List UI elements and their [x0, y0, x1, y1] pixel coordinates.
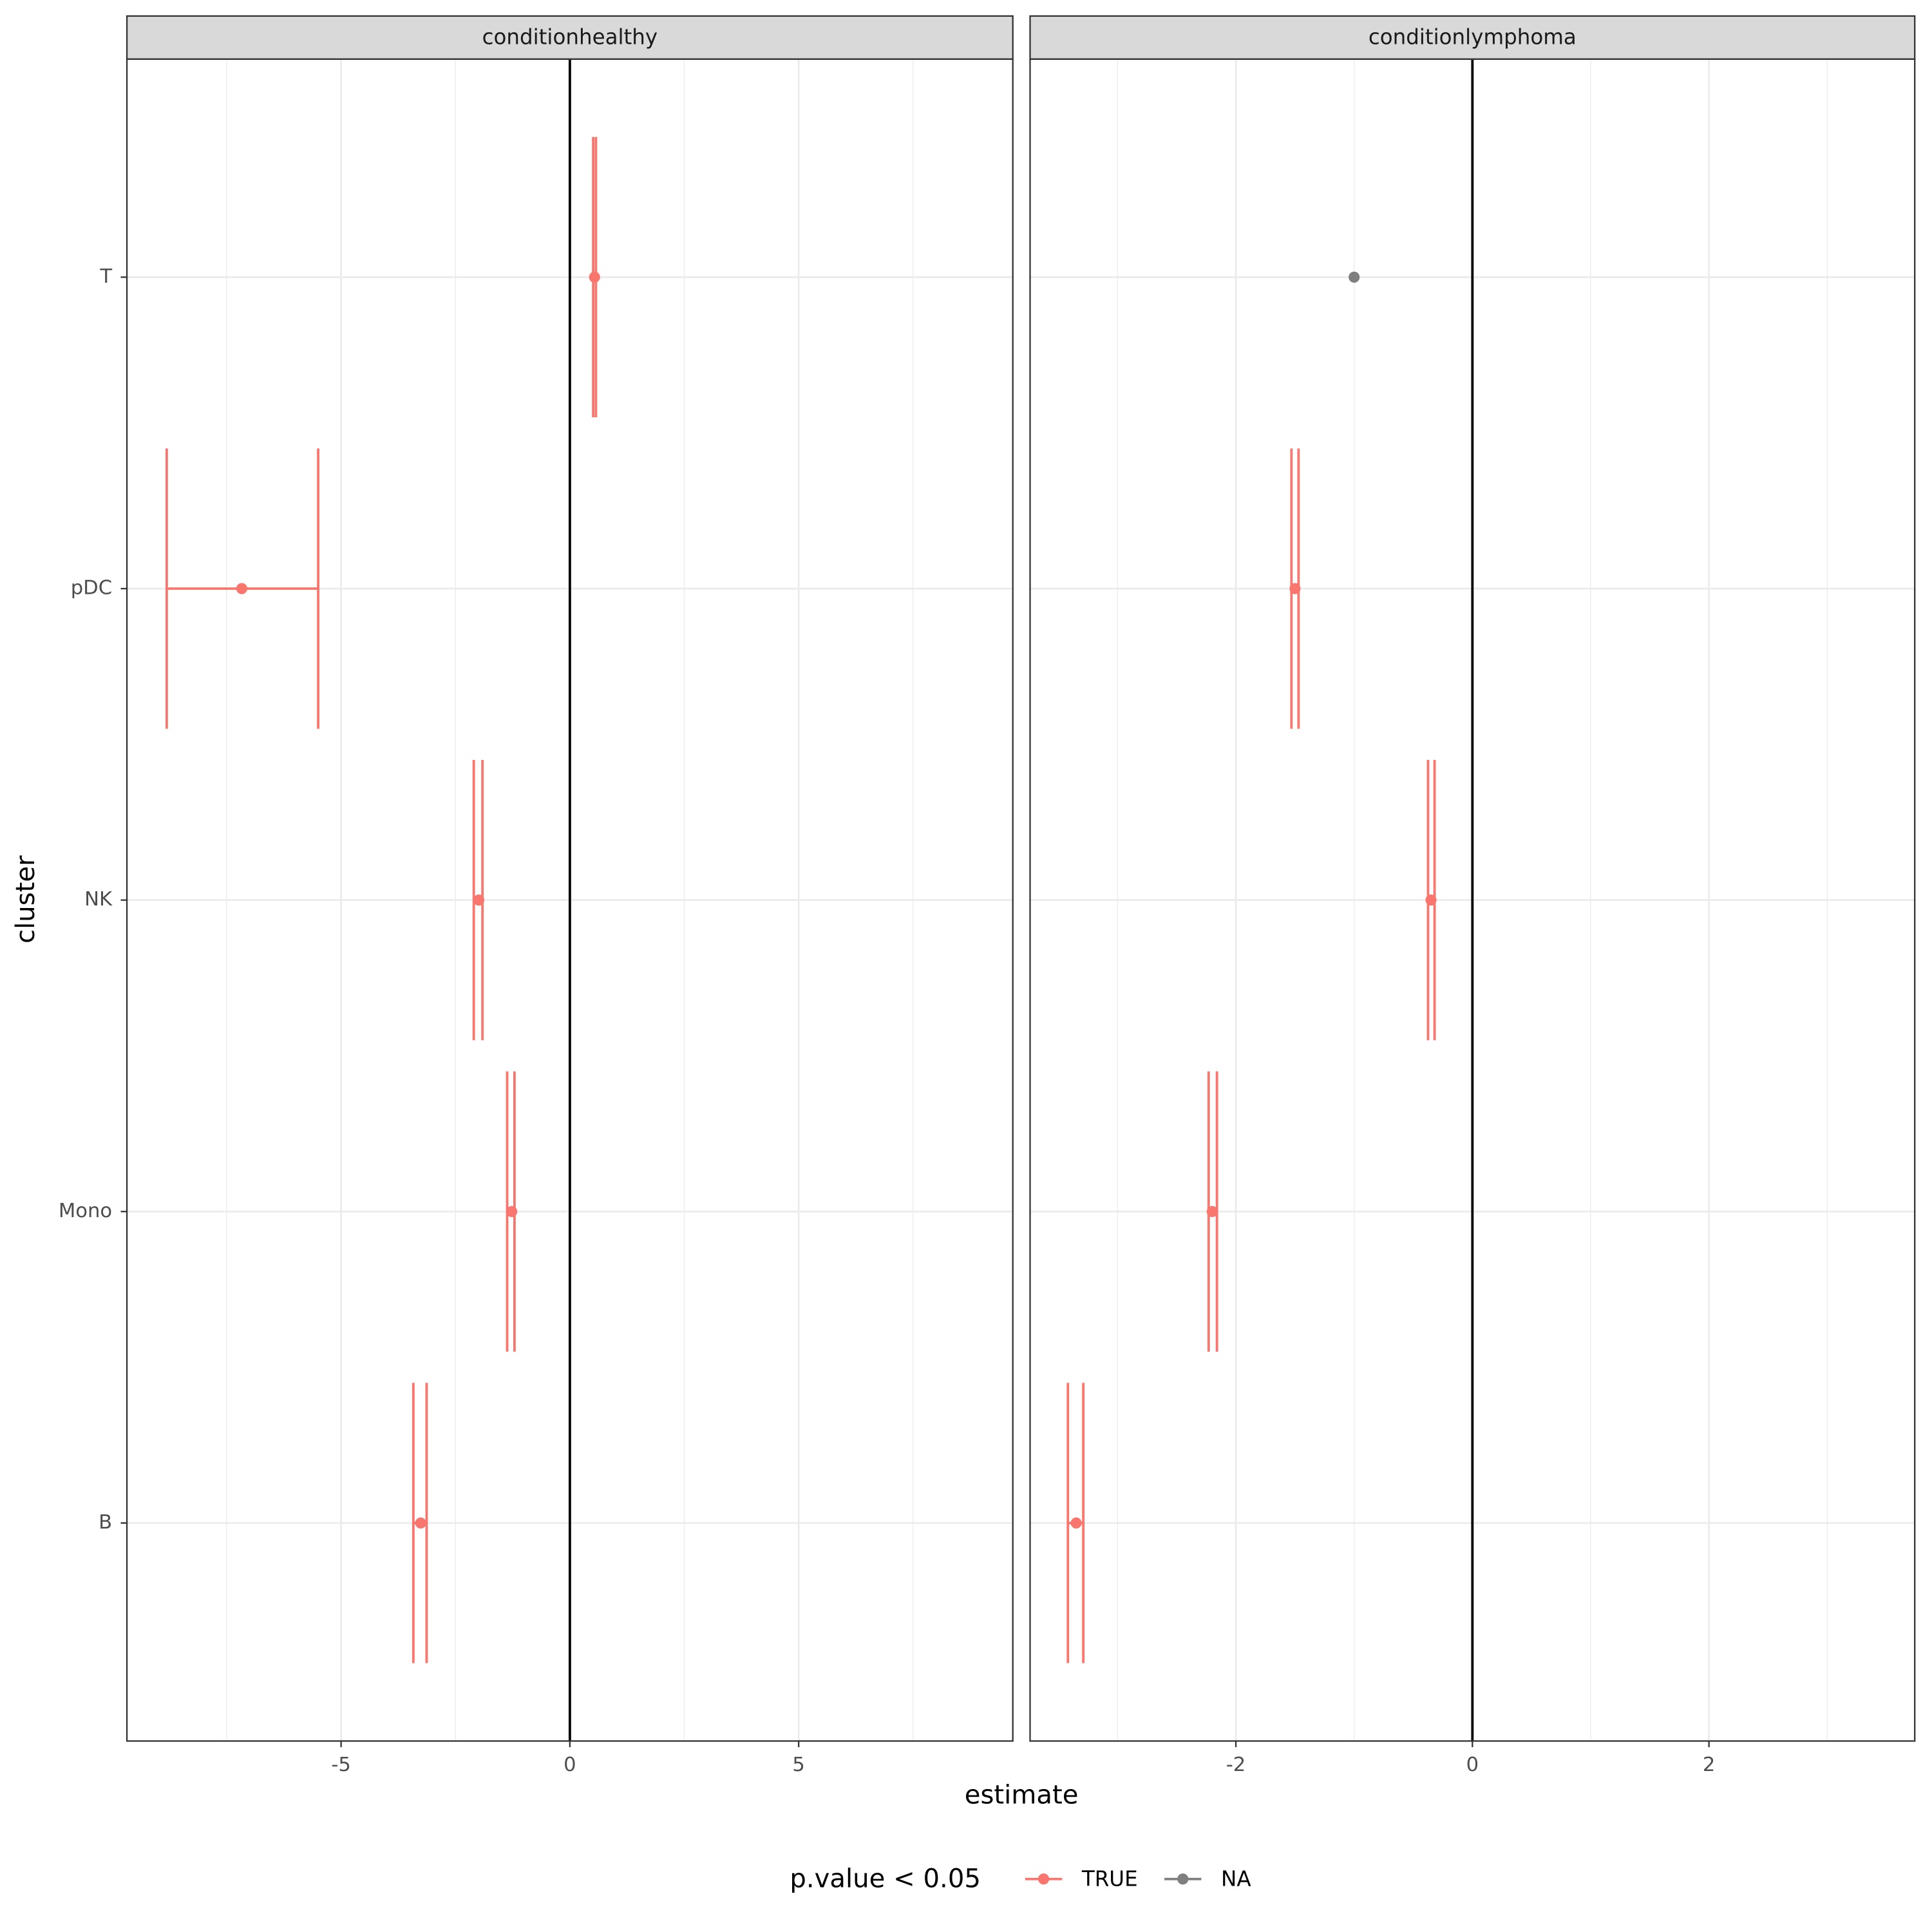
y-tick-label: NK	[84, 888, 113, 911]
x-tick-label: -5	[331, 1754, 351, 1776]
x-tick-label: -2	[1226, 1754, 1246, 1776]
legend-label: TRUE	[1081, 1867, 1138, 1891]
strip	[126, 15, 1014, 60]
point	[1425, 895, 1437, 906]
legend-key-point	[1037, 1873, 1050, 1885]
legend-key-point	[1177, 1873, 1189, 1885]
point	[1349, 271, 1360, 283]
legend-label: NA	[1221, 1867, 1251, 1891]
point	[415, 1517, 426, 1529]
strip-title: conditionlymphoma	[1368, 24, 1577, 49]
point	[236, 583, 248, 594]
legend-title: p.value < 0.05	[790, 1864, 981, 1894]
point	[1289, 583, 1301, 594]
y-tick-label: T	[99, 265, 112, 288]
x-tick-label: 0	[1466, 1754, 1479, 1776]
x-axis-title: estimate	[965, 1781, 1079, 1810]
y-tick-label: pDC	[71, 577, 112, 600]
x-tick-label: 0	[564, 1754, 576, 1776]
strip-title: conditionhealthy	[482, 24, 658, 49]
point	[589, 271, 600, 283]
y-tick-label: Mono	[59, 1200, 112, 1222]
x-tick-label: 5	[792, 1754, 804, 1776]
x-tick-label: 2	[1703, 1754, 1715, 1776]
point	[506, 1206, 518, 1217]
point	[1206, 1206, 1218, 1217]
point	[473, 895, 485, 906]
y-axis-title: cluster	[11, 855, 41, 943]
point	[1070, 1517, 1082, 1529]
strip	[1029, 15, 1916, 60]
y-tick-label: B	[99, 1511, 112, 1533]
